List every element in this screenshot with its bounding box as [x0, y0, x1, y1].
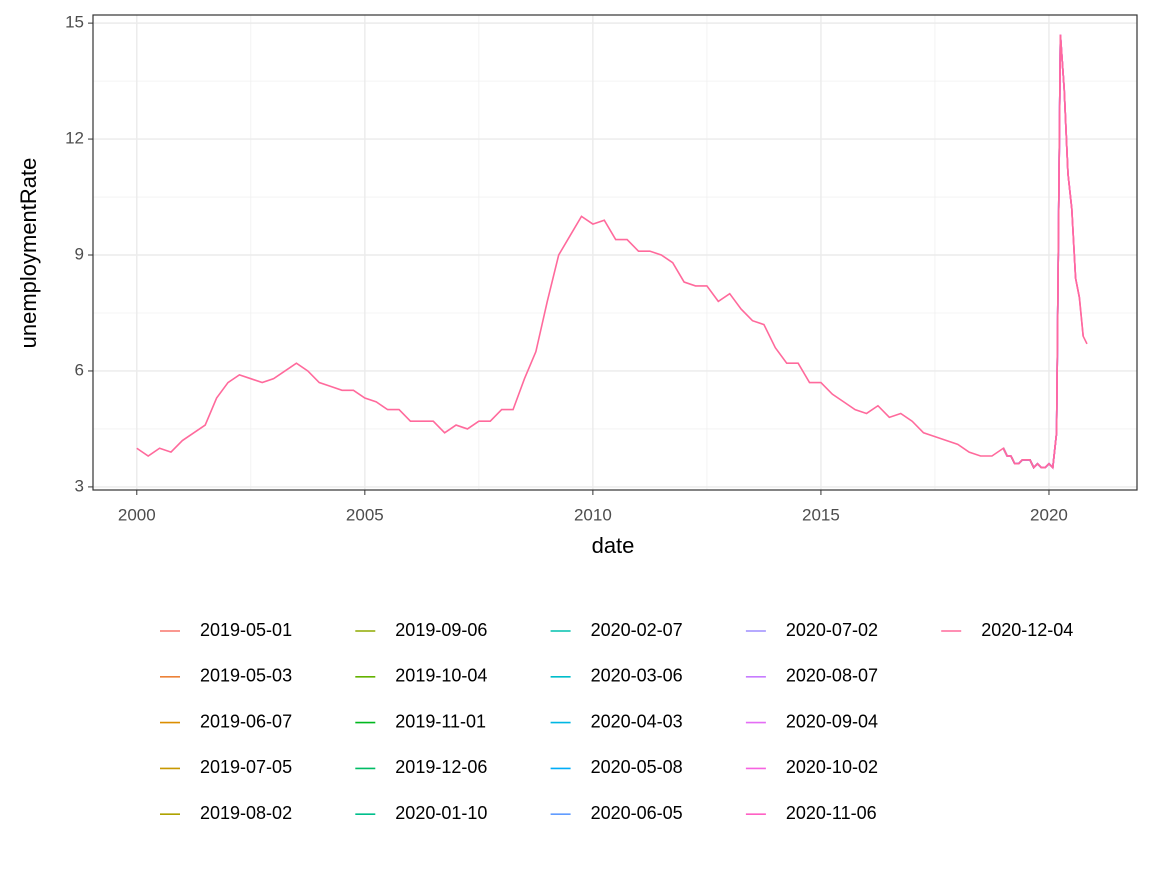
y-tick-label: 3 — [75, 476, 84, 495]
legend-label: 2019-08-02 — [200, 803, 292, 823]
legend-label: 2020-12-04 — [981, 620, 1073, 640]
y-tick-label: 12 — [65, 129, 84, 148]
legend-label: 2019-07-05 — [200, 757, 292, 777]
y-tick-label: 9 — [75, 244, 84, 263]
legend-label: 2020-05-08 — [591, 757, 683, 777]
series-line — [1002, 34, 1084, 470]
y-tick-label: 6 — [75, 360, 84, 379]
legend-label: 2019-06-07 — [200, 711, 292, 731]
legend-label: 2019-12-06 — [395, 757, 487, 777]
legend-label: 2020-03-06 — [591, 666, 683, 686]
series-line — [136, 34, 1088, 470]
legend-label: 2020-11-06 — [786, 803, 877, 823]
series-line — [1002, 447, 1035, 468]
legend-label: 2020-01-10 — [395, 803, 487, 823]
legend-label: 2019-05-01 — [200, 620, 292, 640]
legend-label: 2019-11-01 — [395, 711, 486, 731]
legend-label: 2020-02-07 — [591, 620, 683, 640]
legend-label: 2020-10-02 — [786, 757, 878, 777]
series-line — [1002, 34, 1062, 470]
y-axis-title: unemploymentRate — [16, 158, 41, 349]
legend-label: 2019-09-06 — [395, 620, 487, 640]
series-line — [1002, 447, 1054, 469]
legend-label: 2020-09-04 — [786, 711, 878, 731]
x-tick-label: 2010 — [574, 505, 612, 524]
legend-label: 2020-06-05 — [591, 803, 683, 823]
x-tick-label: 2020 — [1030, 505, 1068, 524]
legend-label: 2019-05-03 — [200, 666, 292, 686]
x-axis-title: date — [592, 533, 635, 558]
x-tick-label: 2005 — [346, 505, 384, 524]
series-line — [1002, 34, 1073, 470]
y-tick-label: 15 — [65, 13, 84, 32]
series-line — [1002, 447, 1050, 469]
x-tick-label: 2015 — [802, 505, 840, 524]
x-tick-label: 2000 — [118, 505, 156, 524]
series-line — [1002, 34, 1081, 470]
legend-label: 2020-08-07 — [786, 666, 878, 686]
legend-label: 2020-07-02 — [786, 620, 878, 640]
legend-label: 2020-04-03 — [591, 711, 683, 731]
series-line — [1002, 34, 1065, 470]
panel-border — [92, 14, 1138, 491]
legend-label: 2019-10-04 — [395, 666, 487, 686]
